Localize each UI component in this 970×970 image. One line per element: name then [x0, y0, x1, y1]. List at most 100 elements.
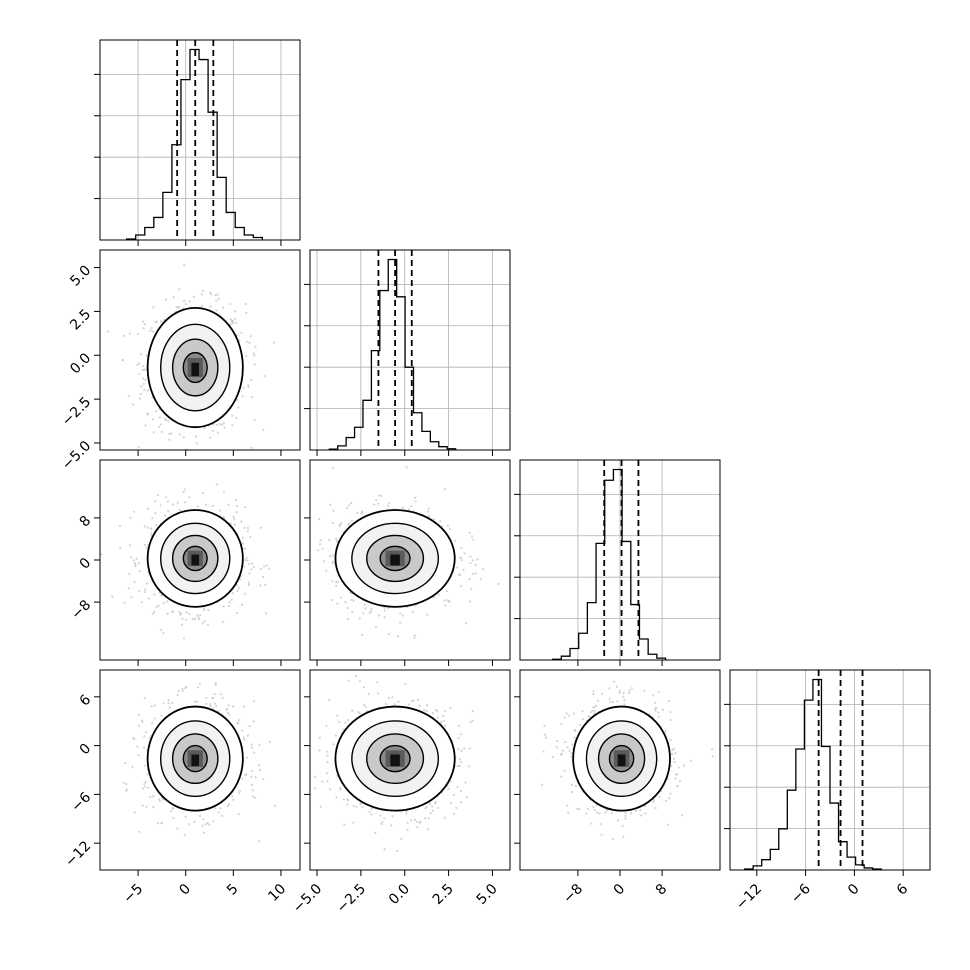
scatter-point [247, 583, 250, 587]
scatter-point [464, 622, 468, 625]
scatter-point [444, 604, 447, 607]
scatter-point [237, 406, 240, 409]
scatter-point [193, 617, 197, 621]
scatter-point [429, 811, 432, 815]
scatter-point [406, 828, 409, 832]
scatter-point [621, 824, 624, 827]
scatter-point [246, 559, 249, 562]
scatter-point [100, 553, 103, 556]
scatter-point [143, 543, 147, 547]
scatter-point [399, 621, 402, 624]
histogram-step-3 [743, 678, 882, 870]
scatter-point [387, 504, 390, 507]
scatter-point [468, 747, 471, 750]
scatter-point [144, 588, 147, 591]
scatter-point [245, 773, 248, 776]
scatter-point [424, 817, 427, 820]
scatter-point [165, 600, 169, 603]
scatter-point [360, 633, 364, 637]
scatter-point [235, 511, 238, 514]
scatter-point [132, 559, 135, 562]
scatter-point [207, 608, 210, 612]
scatter-point [201, 824, 204, 827]
scatter-point [165, 496, 168, 499]
scatter-point [383, 817, 386, 820]
scatter-point [136, 332, 140, 336]
scatter-point [452, 793, 456, 797]
scatter-point [244, 506, 247, 509]
hist-panel-2 [514, 459, 721, 666]
scatter-point [211, 504, 214, 508]
scatter-point [452, 812, 456, 815]
scatter-point [407, 703, 410, 706]
scatter-point [458, 758, 461, 761]
panel-content [541, 680, 714, 841]
scatter-point [368, 810, 371, 813]
scatter-point [361, 806, 364, 809]
scatter-point [172, 296, 175, 299]
scatter-point [149, 329, 152, 332]
scatter-point [446, 599, 449, 602]
scatter-point [197, 618, 200, 621]
scatter-point [155, 523, 158, 527]
scatter-point [167, 699, 170, 702]
scatter-point [206, 821, 209, 825]
scatter-point [138, 569, 141, 573]
scatter-point [222, 605, 225, 608]
scatter-point [307, 591, 309, 593]
scatter-point [468, 765, 471, 768]
axes-frame [519, 459, 721, 661]
scatter-point [151, 612, 154, 615]
scatter-point [185, 611, 188, 614]
scatter-point [215, 704, 218, 708]
scatter-point [222, 515, 225, 518]
scatter-point [235, 611, 239, 614]
scatter-point [288, 504, 290, 506]
scatter-point [346, 606, 349, 610]
scatter-point [143, 785, 146, 788]
scatter-point [644, 812, 647, 815]
scatter-point [160, 320, 163, 324]
scatter-point [444, 724, 447, 727]
scatter-point [178, 509, 182, 512]
scatter-point [616, 700, 619, 703]
scatter-point [159, 504, 162, 507]
scatter-point [168, 432, 171, 435]
scatter-point [460, 559, 464, 562]
scatter-point [335, 584, 338, 588]
scatter-point [245, 556, 248, 559]
scatter-point [146, 412, 149, 415]
scatter-point [127, 394, 131, 397]
scatter-point [209, 703, 212, 706]
scatter-point [246, 530, 250, 533]
scatter-point [363, 603, 366, 606]
scatter-point [136, 745, 139, 748]
scatter-point [416, 820, 419, 824]
scatter-point [178, 433, 182, 436]
scatter-point [381, 820, 384, 823]
scatter-point [236, 589, 239, 592]
scatter-point [332, 743, 335, 746]
scatter-point [209, 705, 212, 708]
scatter-point [230, 319, 233, 322]
scatter-point [623, 703, 626, 706]
scatter-point [181, 617, 184, 620]
scatter-point [184, 815, 187, 818]
scatter-point [231, 424, 234, 427]
scatter-point [167, 419, 170, 423]
scatter-point [383, 848, 386, 851]
scatter-point [245, 756, 249, 759]
scatter-point [240, 603, 244, 606]
scatter-point [449, 706, 452, 710]
scatter-point [250, 769, 254, 773]
scatter-point [370, 807, 373, 810]
scatter-point [136, 363, 139, 366]
scatter-point [331, 466, 335, 469]
scatter-point [346, 803, 349, 806]
scatter-point [214, 807, 217, 810]
scatter-point [331, 599, 334, 602]
scatter-point [555, 746, 558, 749]
scatter-point [426, 613, 429, 616]
scatter-point [166, 500, 170, 503]
